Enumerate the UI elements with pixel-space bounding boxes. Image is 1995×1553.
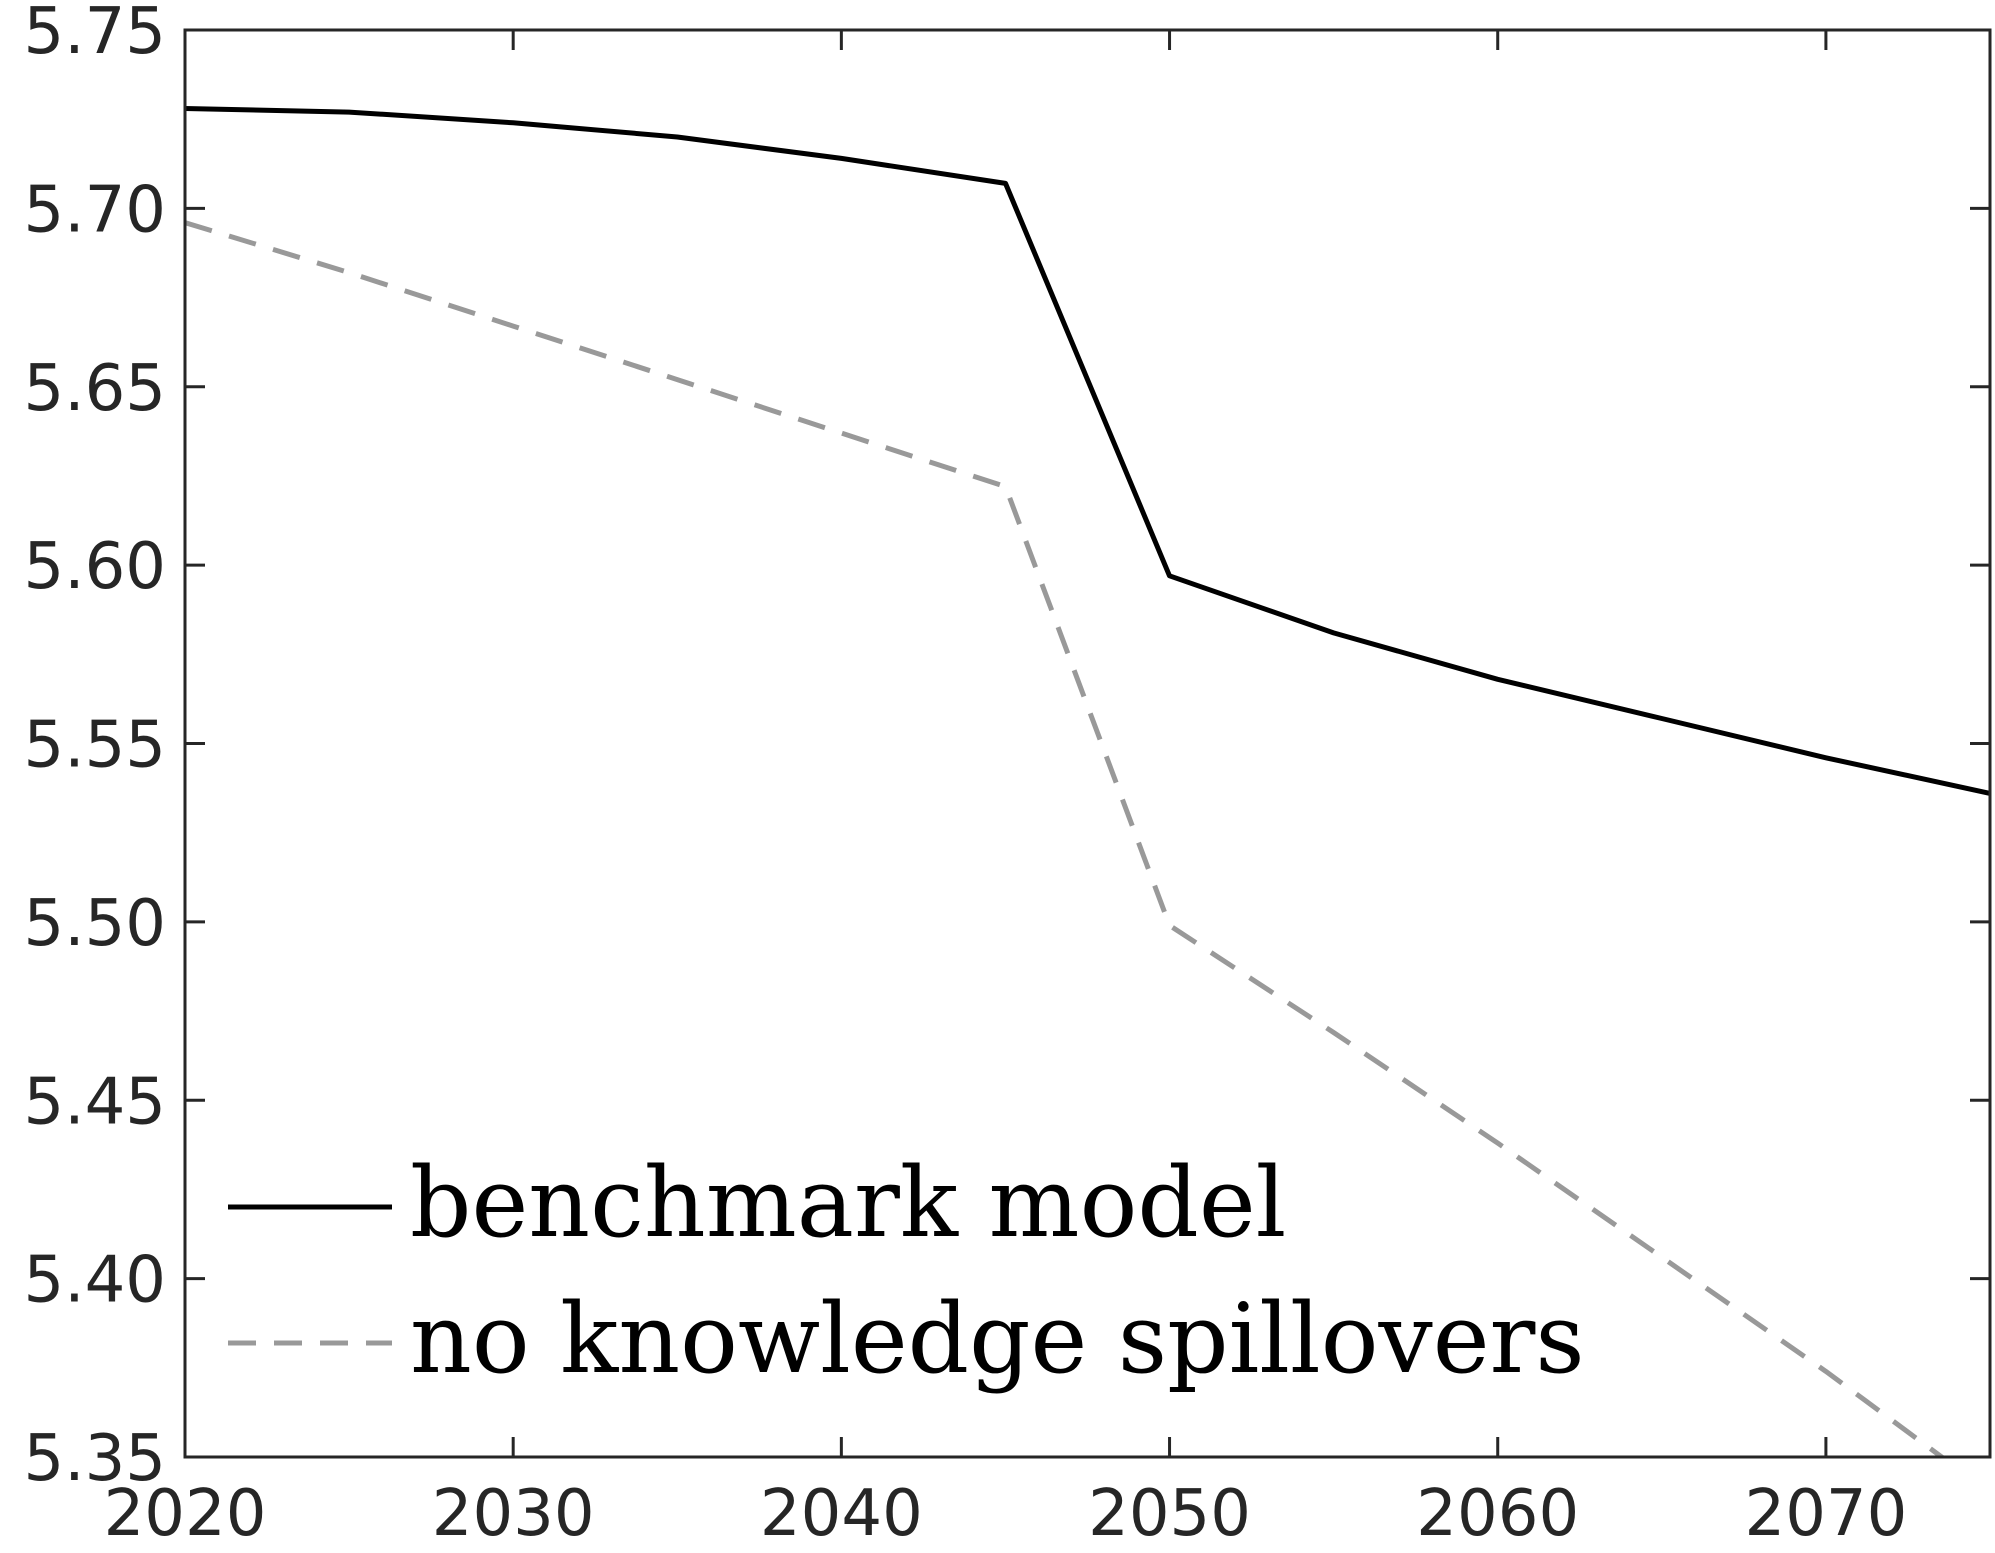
plot-lines — [185, 106, 1990, 1457]
y-tick-label: 5.55 — [24, 709, 167, 783]
x-tick-label: 2040 — [760, 1477, 923, 1551]
x-tick-label: 2020 — [104, 1477, 267, 1551]
x-tick-label: 2050 — [1088, 1477, 1251, 1551]
y-tick-label: 5.60 — [24, 530, 167, 604]
series-line-benchmark-model — [185, 106, 1990, 796]
legend-label-no-knowledge-spillovers: no knowledge spillovers — [410, 1283, 1585, 1395]
x-tick-label: 2070 — [1744, 1477, 1907, 1551]
y-tick-label: 5.65 — [24, 352, 167, 426]
y-tick-label: 5.45 — [24, 1065, 167, 1139]
x-tick-label: 2030 — [432, 1477, 595, 1551]
y-tick-label: 5.40 — [24, 1244, 167, 1318]
y-tick-label: 5.75 — [24, 0, 167, 69]
series-line-no-knowledge-spillovers — [185, 220, 1946, 1457]
plot-frame — [183, 28, 1992, 1459]
y-tick-label: 5.50 — [24, 887, 167, 961]
y-tick-label: 5.70 — [24, 173, 167, 247]
legend: benchmark model no knowledge spillovers — [228, 1147, 1585, 1395]
y-tick-label: 5.35 — [24, 1422, 167, 1496]
x-tick-labels: 2020 2030 2040 2050 2060 2070 — [104, 1477, 1908, 1551]
y-tick-labels: 5.35 5.40 5.45 5.50 5.55 5.60 5.65 5.70 5.75 — [24, 0, 167, 1496]
x-tick-label: 2060 — [1416, 1477, 1579, 1551]
legend-label-benchmark-model: benchmark model — [410, 1147, 1286, 1259]
